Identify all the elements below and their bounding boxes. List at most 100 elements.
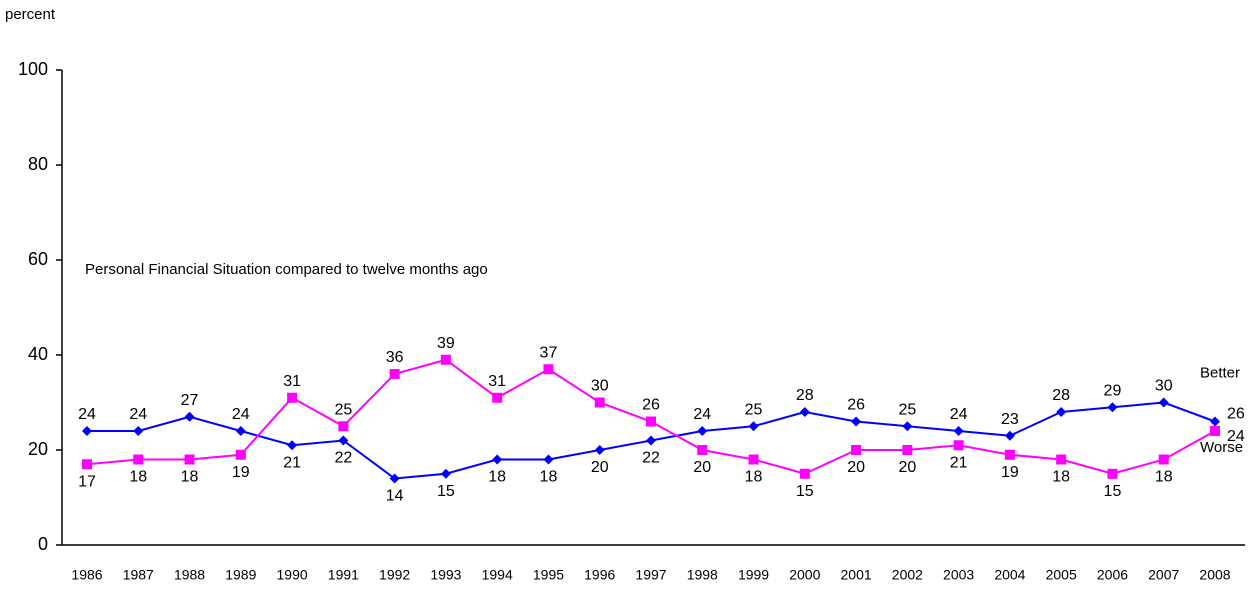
data-label: 30 xyxy=(1155,378,1173,395)
x-tick-label: 1993 xyxy=(430,567,461,583)
data-label: 18 xyxy=(745,469,763,486)
data-label: 25 xyxy=(745,401,763,418)
x-tick-label: 1995 xyxy=(533,567,564,583)
marker xyxy=(594,445,605,455)
data-label: 27 xyxy=(181,392,199,409)
x-tick-label: 1999 xyxy=(738,567,769,583)
marker xyxy=(389,369,400,379)
x-tick-label: 1989 xyxy=(225,567,256,583)
marker xyxy=(799,407,810,417)
data-label: 18 xyxy=(540,469,558,486)
marker xyxy=(440,354,451,365)
data-label: 18 xyxy=(488,469,506,486)
data-label: 24 xyxy=(950,406,968,423)
marker xyxy=(594,397,605,408)
marker xyxy=(235,426,246,436)
data-label: 25 xyxy=(334,401,352,418)
x-tick-label: 1992 xyxy=(379,567,410,583)
data-label: 19 xyxy=(1001,464,1019,481)
data-label: 24 xyxy=(1227,428,1245,445)
marker xyxy=(82,426,92,436)
data-label: 31 xyxy=(283,373,301,390)
x-tick-label: 2003 xyxy=(943,567,974,583)
marker xyxy=(1210,426,1220,436)
x-tick-label: 1988 xyxy=(174,567,205,583)
series-label: Better xyxy=(1200,364,1240,381)
data-label: 14 xyxy=(386,488,404,505)
data-label: 29 xyxy=(1104,382,1122,399)
data-label: 26 xyxy=(642,397,660,414)
x-tick-label: 1987 xyxy=(123,567,154,583)
marker xyxy=(133,454,144,465)
marker xyxy=(1158,397,1169,408)
x-tick-label: 1991 xyxy=(328,567,359,583)
data-label: 25 xyxy=(898,401,916,418)
marker xyxy=(697,445,708,455)
marker xyxy=(287,440,298,451)
data-label: 18 xyxy=(1155,469,1173,486)
x-tick-label: 1994 xyxy=(482,567,513,583)
data-label: 24 xyxy=(78,406,96,423)
marker xyxy=(133,426,144,436)
data-label: 22 xyxy=(642,450,660,467)
x-tick-label: 1996 xyxy=(584,567,615,583)
data-label: 20 xyxy=(898,459,916,476)
marker xyxy=(543,454,554,465)
x-tick-label: 2006 xyxy=(1097,567,1128,583)
x-tick-label: 2004 xyxy=(994,567,1025,583)
data-label: 18 xyxy=(1052,469,1070,486)
marker xyxy=(646,416,656,427)
data-label: 15 xyxy=(437,483,455,500)
marker xyxy=(902,421,913,432)
data-label: 30 xyxy=(591,378,609,395)
data-label: 26 xyxy=(1227,406,1245,423)
data-label: 20 xyxy=(693,459,711,476)
data-label: 24 xyxy=(693,406,711,423)
data-label: 22 xyxy=(334,450,352,467)
marker xyxy=(953,426,964,436)
annotation: Personal Financial Situation compared to… xyxy=(85,261,488,278)
data-label: 20 xyxy=(847,459,865,476)
data-label: 18 xyxy=(181,469,199,486)
data-label: 24 xyxy=(129,406,147,423)
data-label: 28 xyxy=(796,387,814,404)
marker xyxy=(1107,402,1118,413)
data-label: 20 xyxy=(591,459,609,476)
series-label: Worse xyxy=(1200,439,1243,456)
data-label: 39 xyxy=(437,335,455,352)
marker xyxy=(748,454,759,465)
marker xyxy=(543,364,554,375)
marker xyxy=(646,435,656,446)
marker xyxy=(1004,449,1015,460)
x-tick-label: 1986 xyxy=(71,567,102,583)
x-tick-label: 2000 xyxy=(789,567,820,583)
y-tick-label: 100 xyxy=(18,59,48,79)
marker xyxy=(851,445,862,455)
marker xyxy=(1107,468,1118,479)
marker xyxy=(851,416,862,427)
data-label: 15 xyxy=(796,483,814,500)
marker xyxy=(1056,407,1067,417)
x-tick-label: 1998 xyxy=(687,567,718,583)
x-tick-label: 2008 xyxy=(1199,567,1230,583)
data-label: 23 xyxy=(1001,411,1019,428)
data-label: 31 xyxy=(488,373,506,390)
y-tick-label: 20 xyxy=(28,439,48,459)
marker xyxy=(389,473,400,484)
data-label: 15 xyxy=(1104,483,1122,500)
marker xyxy=(1210,416,1220,427)
data-label: 18 xyxy=(129,469,147,486)
marker xyxy=(440,468,451,479)
y-tick-label: 40 xyxy=(28,344,48,364)
marker xyxy=(1056,454,1067,465)
marker xyxy=(1004,430,1015,441)
y-axis-label: percent xyxy=(5,6,56,23)
x-tick-label: 2002 xyxy=(892,567,923,583)
data-label: 26 xyxy=(847,397,865,414)
marker xyxy=(748,421,759,432)
marker xyxy=(799,468,810,479)
marker xyxy=(82,459,92,470)
marker xyxy=(697,426,708,436)
y-tick-label: 80 xyxy=(28,154,48,174)
marker xyxy=(184,454,195,465)
